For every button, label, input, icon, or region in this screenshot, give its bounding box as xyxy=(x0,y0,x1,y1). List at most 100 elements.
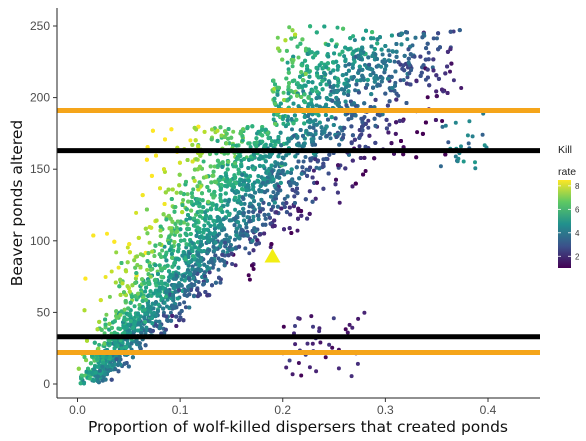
data-point xyxy=(272,86,277,91)
data-point xyxy=(380,52,385,57)
data-point xyxy=(163,327,168,332)
data-point xyxy=(325,61,330,66)
data-point xyxy=(305,216,310,221)
data-point xyxy=(425,95,430,100)
data-point xyxy=(127,289,132,294)
data-point xyxy=(285,98,290,103)
data-point xyxy=(319,125,324,130)
data-point xyxy=(255,178,260,183)
data-point xyxy=(272,96,277,101)
data-point xyxy=(258,184,263,188)
data-point xyxy=(135,263,140,267)
data-point xyxy=(186,263,191,268)
data-point xyxy=(137,306,142,311)
data-point xyxy=(301,159,306,164)
data-point xyxy=(303,197,308,202)
data-point xyxy=(337,52,342,57)
data-point xyxy=(336,100,341,105)
data-point xyxy=(268,221,273,226)
data-point xyxy=(91,233,96,238)
data-point xyxy=(163,137,167,142)
data-point xyxy=(344,77,349,82)
data-point xyxy=(161,212,166,217)
data-point xyxy=(174,225,179,230)
data-point xyxy=(163,190,168,195)
data-point xyxy=(92,340,97,345)
data-point xyxy=(226,127,231,131)
data-point xyxy=(239,164,244,169)
data-point xyxy=(261,164,266,169)
data-point xyxy=(362,101,367,106)
data-point xyxy=(244,232,249,237)
data-point xyxy=(282,98,287,102)
data-point xyxy=(262,144,267,149)
data-point xyxy=(198,153,203,158)
data-point xyxy=(320,87,325,92)
data-point xyxy=(285,60,290,65)
data-point xyxy=(184,232,189,237)
data-point xyxy=(393,131,398,136)
data-point xyxy=(360,120,365,124)
data-point xyxy=(352,38,357,43)
data-point xyxy=(251,267,256,271)
data-point xyxy=(137,317,142,322)
data-point xyxy=(113,280,118,285)
data-point xyxy=(152,254,157,258)
data-point xyxy=(280,57,285,62)
data-point xyxy=(237,194,242,199)
data-point xyxy=(373,140,378,145)
data-point xyxy=(147,240,152,245)
data-point xyxy=(337,104,342,109)
data-point xyxy=(295,44,300,49)
data-point xyxy=(246,209,251,214)
data-point xyxy=(198,214,202,219)
data-point xyxy=(120,281,125,286)
data-point xyxy=(234,156,239,161)
data-point xyxy=(176,265,181,270)
data-point xyxy=(341,132,346,137)
data-point xyxy=(197,180,202,185)
data-point xyxy=(324,156,328,161)
data-point xyxy=(284,48,289,53)
data-point xyxy=(217,275,221,280)
data-point xyxy=(192,294,196,299)
data-point xyxy=(401,152,406,157)
data-point xyxy=(201,159,206,164)
data-point xyxy=(333,100,338,105)
data-point xyxy=(143,343,148,348)
data-point xyxy=(268,245,273,250)
data-point xyxy=(335,25,340,30)
data-point xyxy=(160,248,165,253)
data-point xyxy=(188,232,193,236)
data-point xyxy=(327,152,332,157)
data-point xyxy=(389,33,394,38)
data-point xyxy=(269,242,274,247)
data-point xyxy=(306,102,311,107)
data-point xyxy=(243,192,248,197)
data-point xyxy=(190,267,195,272)
data-point xyxy=(435,36,439,41)
data-point xyxy=(246,178,251,183)
data-point xyxy=(331,68,336,73)
data-point xyxy=(162,254,167,259)
data-point xyxy=(165,283,170,287)
data-point xyxy=(196,240,200,245)
data-point xyxy=(284,153,289,158)
data-point xyxy=(145,259,150,264)
data-point xyxy=(358,78,363,83)
data-point xyxy=(134,210,139,215)
data-point xyxy=(313,85,318,90)
data-point xyxy=(202,223,207,228)
data-point xyxy=(241,211,246,216)
data-point xyxy=(234,229,239,234)
data-point xyxy=(314,30,319,35)
data-point xyxy=(298,128,303,132)
data-point xyxy=(174,324,179,328)
data-point xyxy=(335,190,340,195)
data-point xyxy=(436,31,441,36)
data-point xyxy=(362,155,367,160)
data-point xyxy=(191,187,196,192)
data-point xyxy=(241,233,246,238)
data-point xyxy=(181,198,186,202)
data-point xyxy=(251,214,256,219)
